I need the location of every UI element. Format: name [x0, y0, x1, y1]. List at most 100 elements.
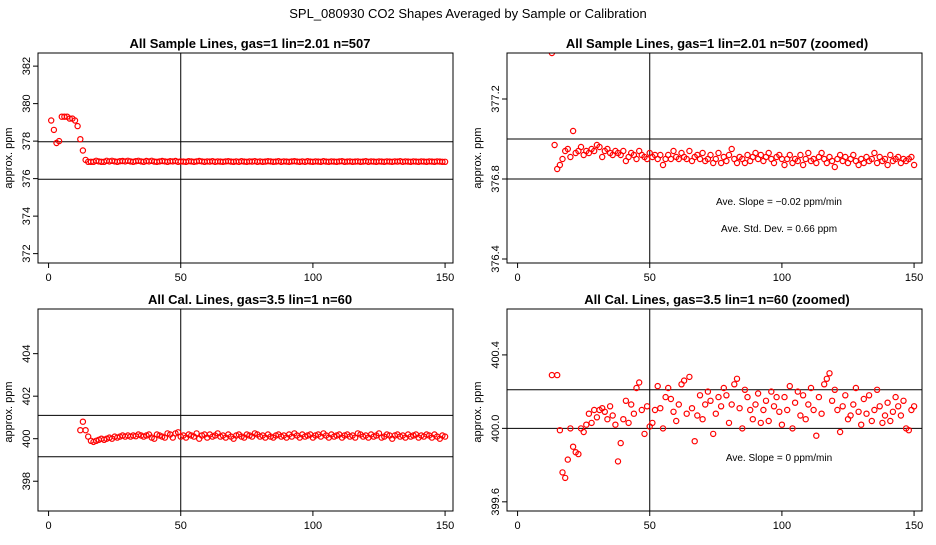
data-point — [620, 416, 627, 423]
y-tick-label: 400.4 — [490, 341, 502, 369]
data-point — [562, 474, 569, 482]
data-point — [773, 393, 780, 401]
data-point — [686, 373, 693, 381]
data-point — [193, 430, 200, 437]
data-point — [868, 417, 876, 425]
data-point — [680, 377, 688, 384]
data-point — [799, 161, 807, 169]
data-point — [588, 419, 595, 427]
y-tick-label: 378 — [21, 132, 33, 150]
data-point — [910, 403, 918, 410]
data-series — [548, 53, 918, 173]
data-point — [622, 397, 630, 404]
data-point — [805, 401, 812, 408]
data-point — [715, 393, 722, 401]
data-point — [559, 155, 566, 163]
y-tick-label: 374 — [21, 207, 33, 225]
plot-area: 0 50 100 150 399.6 400.0 400.4 — [490, 308, 923, 532]
data-point — [75, 515, 80, 520]
data-point — [439, 158, 446, 165]
y-axis-label: approx. ppm — [3, 381, 15, 442]
data-point — [850, 401, 857, 408]
data-point — [673, 417, 680, 425]
y-tick-label: 404 — [21, 344, 33, 362]
data-point — [802, 155, 809, 163]
data-point — [707, 151, 714, 159]
data-point — [768, 388, 775, 395]
data-point — [805, 149, 812, 157]
data-point — [694, 412, 701, 419]
data-point — [564, 145, 572, 153]
panel-top-right: All Sample Lines, gas=1 lin=2.01 n=507 (… — [472, 36, 923, 284]
data-point — [620, 147, 627, 155]
data-point — [667, 155, 675, 163]
data-point — [643, 403, 651, 410]
data-point — [865, 392, 873, 399]
data-point — [879, 419, 886, 427]
data-point — [717, 403, 725, 410]
data-point — [802, 416, 809, 423]
data-point — [564, 456, 572, 463]
data-point — [855, 408, 862, 415]
data-point — [887, 417, 894, 425]
data-point — [728, 145, 735, 153]
data-point — [657, 151, 664, 159]
data-point — [606, 403, 614, 410]
data-point — [784, 406, 791, 414]
data-point — [807, 384, 815, 392]
y-tick-label: 400.0 — [490, 415, 502, 443]
data-point — [688, 405, 696, 412]
data-point — [585, 410, 593, 417]
data-point — [675, 401, 683, 408]
data-point — [551, 141, 558, 149]
data-point — [699, 149, 706, 157]
data-point — [884, 399, 891, 406]
annotation-slope: Ave. Slope = 0 ppm/min — [726, 453, 832, 464]
data-point — [77, 427, 84, 434]
data-point — [897, 412, 905, 419]
data-point — [813, 432, 820, 439]
data-point — [873, 159, 881, 167]
data-point — [79, 147, 87, 154]
data-point — [778, 421, 786, 428]
plot-area: 0 50 100 150 398 400 402 404 — [21, 308, 454, 532]
x-tick-label: 100 — [773, 520, 791, 532]
data-point — [667, 395, 675, 403]
data-point — [895, 153, 902, 161]
y-tick-label: 398 — [21, 472, 33, 490]
data-point — [649, 419, 656, 427]
data-point — [569, 127, 577, 135]
data-point — [725, 151, 733, 159]
data-point — [725, 419, 733, 427]
y-tick-label: 377.2 — [490, 85, 502, 113]
data-point — [691, 438, 698, 445]
data-point — [770, 403, 778, 410]
data-point — [699, 416, 706, 423]
data-point — [871, 406, 878, 414]
data-point — [900, 397, 907, 404]
data-point — [794, 157, 802, 165]
data-point — [781, 161, 788, 169]
data-point — [744, 393, 751, 401]
panel-title: All Sample Lines, gas=1 lin=2.01 n=507 (… — [566, 36, 868, 51]
plot-frame — [506, 52, 923, 264]
data-point — [889, 408, 897, 415]
data-point — [723, 157, 730, 165]
data-point — [876, 403, 883, 410]
data-point — [633, 384, 640, 392]
panel-bottom-left: All Cal. Lines, gas=3.5 lin=1 n=60 appro… — [3, 292, 454, 532]
data-series — [75, 418, 449, 520]
panel-title: All Cal. Lines, gas=3.5 lin=1 n=60 (zoom… — [584, 292, 850, 307]
x-tick-label: 0 — [46, 520, 52, 532]
data-point — [752, 149, 759, 157]
data-point — [580, 428, 587, 436]
data-point — [651, 406, 659, 414]
data-point — [633, 155, 640, 163]
x-tick-label: 150 — [905, 520, 923, 532]
x-tick-label: 100 — [304, 520, 322, 532]
data-point — [675, 155, 683, 163]
data-point — [850, 151, 857, 159]
data-point — [749, 416, 757, 423]
data-point — [593, 414, 601, 421]
